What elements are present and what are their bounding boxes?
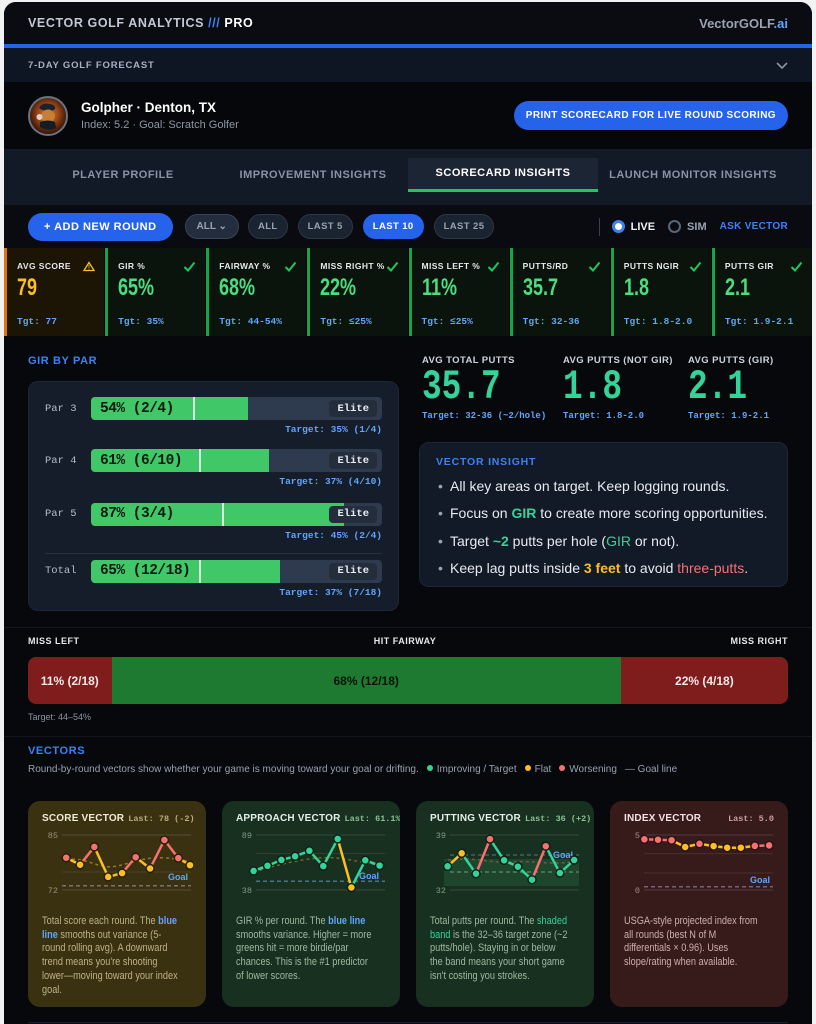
svg-text:!: !: [88, 266, 90, 272]
svg-text:38: 38: [242, 886, 252, 896]
svg-text:Goal: Goal: [750, 875, 770, 885]
svg-text:85: 85: [48, 831, 58, 841]
svg-text:39: 39: [436, 831, 446, 841]
svg-text:32: 32: [436, 886, 446, 896]
svg-text:Goal: Goal: [359, 871, 379, 881]
svg-text:Goal: Goal: [168, 872, 188, 882]
svg-text:Goal: Goal: [553, 850, 573, 860]
svg-text:5: 5: [635, 831, 640, 841]
svg-text:89: 89: [242, 831, 252, 841]
svg-text:0: 0: [635, 886, 640, 896]
svg-text:72: 72: [48, 886, 58, 896]
